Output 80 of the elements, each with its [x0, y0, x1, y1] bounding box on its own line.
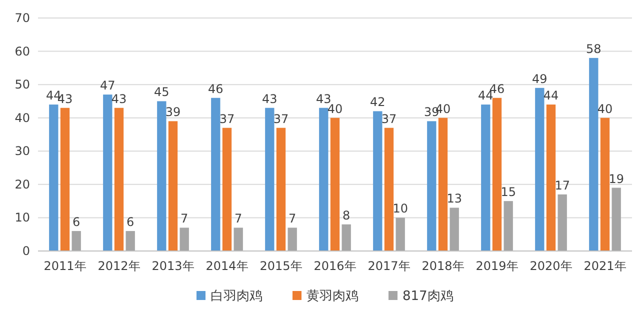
data-label: 37 [273, 112, 289, 126]
data-label: 42 [370, 95, 386, 110]
data-label: 17 [554, 178, 570, 192]
bar [157, 101, 166, 251]
bar [265, 108, 274, 251]
y-tick-label: 10 [14, 210, 30, 225]
data-label: 8 [342, 208, 350, 222]
bar [72, 231, 81, 251]
bar [438, 118, 448, 251]
y-tick-label: 30 [14, 144, 30, 158]
bar [384, 128, 394, 251]
bar [234, 228, 243, 251]
data-label: 6 [72, 215, 80, 230]
bar [504, 201, 513, 251]
x-tick-label: 2012年 [98, 259, 140, 273]
data-label: 7 [234, 212, 242, 226]
bar [276, 128, 286, 251]
data-label: 37 [381, 112, 397, 126]
x-tick-label: 2015年 [260, 259, 302, 273]
bar [222, 128, 232, 251]
data-label: 49 [532, 72, 548, 86]
bar [211, 98, 220, 251]
data-label: 6 [126, 215, 134, 230]
y-tick-label: 20 [14, 177, 30, 192]
data-label: 44 [543, 88, 559, 103]
bar [373, 111, 382, 251]
legend-label: 黄羽肉鸡 [306, 289, 358, 304]
data-label: 45 [154, 85, 170, 100]
bar [612, 188, 621, 251]
bar [535, 88, 544, 251]
bar [427, 121, 436, 251]
bar [396, 218, 405, 251]
data-label: 19 [608, 172, 624, 186]
x-tick-label: 2021年 [584, 259, 626, 273]
bar [600, 118, 610, 251]
x-tick-label: 2011年 [44, 259, 86, 273]
data-label: 15 [500, 185, 516, 200]
legend-label: 白羽肉鸡 [210, 289, 262, 304]
x-tick-label: 2020年 [530, 259, 572, 273]
data-label: 46 [208, 82, 224, 96]
x-tick-label: 2014年 [206, 259, 248, 273]
bar [103, 94, 112, 251]
data-label: 43 [262, 92, 278, 106]
bar [330, 118, 340, 251]
x-tick-label: 2017年 [368, 259, 410, 273]
data-label: 37 [219, 112, 235, 126]
bar [288, 228, 297, 251]
bar [319, 108, 328, 251]
data-label: 40 [597, 102, 613, 116]
bar [180, 228, 189, 251]
data-label: 47 [100, 78, 116, 93]
bar [492, 98, 502, 251]
legend-label: 817肉鸡 [402, 289, 454, 304]
data-label: 10 [392, 202, 408, 216]
data-label: 58 [586, 42, 602, 56]
y-tick-label: 60 [14, 44, 30, 58]
y-tick-label: 70 [14, 11, 30, 25]
bar [558, 194, 567, 251]
data-label: 13 [446, 192, 462, 206]
x-tick-label: 2019年 [476, 259, 518, 273]
y-tick-label: 0 [22, 244, 30, 258]
bar [49, 104, 58, 251]
bar [342, 224, 351, 251]
bar [126, 231, 135, 251]
x-tick-label: 2013年 [152, 259, 194, 273]
data-label: 43 [111, 92, 127, 106]
bar [546, 104, 556, 251]
bar [114, 108, 124, 251]
x-tick-label: 2016年 [314, 259, 356, 273]
y-tick-label: 40 [14, 110, 30, 125]
data-label: 7 [180, 212, 188, 226]
bar [60, 108, 70, 251]
x-tick-label: 2018年 [422, 259, 464, 273]
bar [168, 121, 178, 251]
data-label: 7 [288, 212, 296, 226]
bar [481, 104, 490, 251]
bar [450, 208, 459, 251]
y-tick-label: 50 [14, 78, 30, 92]
data-label: 39 [165, 105, 181, 120]
bar [589, 58, 598, 251]
